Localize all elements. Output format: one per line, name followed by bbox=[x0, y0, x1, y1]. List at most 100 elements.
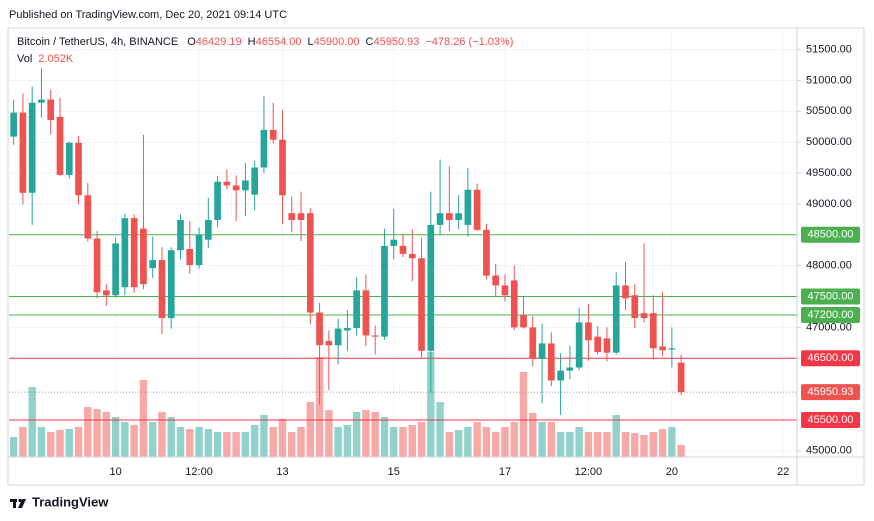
volume-bar bbox=[167, 417, 175, 457]
legend-l: L bbox=[308, 36, 314, 48]
volume-bar bbox=[84, 407, 92, 457]
candle-body bbox=[242, 180, 249, 191]
volume-bar bbox=[390, 427, 398, 457]
candle-body bbox=[279, 139, 286, 196]
volume-bar bbox=[260, 415, 268, 457]
volume-bar bbox=[195, 427, 203, 457]
volume-bar bbox=[204, 429, 213, 457]
level-tag bbox=[801, 226, 860, 243]
level-label: 46500.00 bbox=[808, 352, 854, 364]
volume-bar bbox=[510, 422, 518, 457]
legend-open: 46429.19 bbox=[196, 36, 242, 48]
volume-bar bbox=[658, 429, 667, 457]
candle-body bbox=[418, 258, 425, 351]
candle-body bbox=[121, 218, 129, 288]
candle-body bbox=[464, 189, 472, 225]
candle-body bbox=[19, 112, 27, 193]
volume-bar bbox=[436, 402, 444, 457]
volume-bar bbox=[223, 432, 231, 457]
volume-bar bbox=[464, 427, 472, 457]
candle-body bbox=[557, 370, 564, 381]
candle-body bbox=[585, 322, 592, 341]
volume-bar bbox=[408, 425, 416, 457]
level-label: 47500.00 bbox=[808, 290, 854, 302]
plot: 45000.00 47000.00 48000.00 49000.00 49500.00… bbox=[9, 28, 860, 478]
volume-bar bbox=[158, 412, 166, 457]
volume-bar bbox=[482, 427, 491, 457]
price-label: 45950.93 bbox=[808, 386, 854, 398]
volume-bar bbox=[93, 409, 101, 457]
candle-body bbox=[353, 290, 360, 328]
y-tick-label: 48000.00 bbox=[806, 260, 852, 272]
volume-bar bbox=[371, 412, 379, 457]
y-tick-label: 47000.00 bbox=[806, 321, 852, 333]
candle-body bbox=[56, 116, 64, 175]
volume-bar bbox=[640, 435, 648, 457]
volume-bar bbox=[612, 415, 620, 457]
x-tick-label: 22 bbox=[777, 466, 789, 478]
legend-vol: Vol 2.052K bbox=[17, 53, 74, 65]
volume-bar bbox=[603, 432, 611, 457]
candle-body bbox=[529, 327, 537, 359]
x-tick-label: 17 bbox=[499, 466, 511, 478]
volume-bar bbox=[74, 427, 83, 457]
brand-logo bbox=[10, 498, 26, 508]
brand-name: TradingView bbox=[32, 494, 109, 509]
volume-bar bbox=[362, 410, 370, 457]
volume-bar bbox=[269, 427, 277, 457]
candle-body bbox=[510, 280, 518, 328]
volume-bar bbox=[454, 430, 463, 457]
candle-body bbox=[84, 195, 92, 239]
logo-part bbox=[18, 498, 22, 503]
level-label: 45500.00 bbox=[808, 414, 854, 426]
volume-bar bbox=[501, 427, 509, 457]
volume-bar bbox=[102, 412, 111, 457]
legend-close: 45950.93 bbox=[373, 36, 419, 48]
candle-body bbox=[167, 250, 175, 319]
volume-bar bbox=[427, 352, 435, 457]
candle-body bbox=[566, 367, 574, 371]
y-tick-label: 45000.00 bbox=[806, 445, 852, 457]
candle-body bbox=[390, 239, 398, 246]
candle-body bbox=[492, 275, 500, 286]
volume-bar bbox=[37, 427, 46, 457]
candle-body bbox=[344, 327, 351, 331]
candle-body bbox=[103, 290, 110, 296]
candle-body bbox=[668, 348, 676, 350]
x-tick-label: 13 bbox=[276, 466, 288, 478]
candle-body bbox=[316, 312, 323, 346]
y-tick-label: 49500.00 bbox=[806, 167, 852, 179]
volume-bar bbox=[529, 413, 537, 457]
candle-body bbox=[538, 343, 546, 359]
candle-body bbox=[10, 112, 17, 137]
candle-body bbox=[232, 185, 240, 191]
candle-body bbox=[575, 322, 583, 368]
candle-body bbox=[603, 338, 611, 353]
volume-bar bbox=[315, 357, 324, 457]
candle-body bbox=[446, 213, 453, 220]
x-tick-label: 20 bbox=[666, 466, 678, 478]
published-note: Published on TradingView.com, Dec 20, 20… bbox=[9, 9, 287, 21]
candle-body bbox=[223, 181, 231, 186]
candle-body bbox=[269, 129, 277, 140]
legend-symbol: Bitcoin / TetherUS, 4h, BINANCE bbox=[17, 36, 178, 48]
candle-body bbox=[28, 102, 36, 193]
candle-body bbox=[677, 362, 685, 393]
volume-bar bbox=[176, 427, 185, 457]
candle-body bbox=[612, 285, 620, 353]
candle-body bbox=[112, 243, 119, 296]
candle-body bbox=[631, 295, 639, 319]
x-tick-label: 12:00 bbox=[185, 466, 213, 478]
volume-bar bbox=[241, 432, 250, 457]
volume-bar bbox=[297, 427, 305, 457]
legend-low: 45900.00 bbox=[314, 36, 360, 48]
candle-body bbox=[659, 346, 666, 351]
y-tick-label: 50000.00 bbox=[806, 136, 852, 148]
legend-h: H bbox=[248, 36, 256, 48]
volume-bar bbox=[56, 430, 64, 457]
logo-part bbox=[18, 499, 26, 508]
volume-bar bbox=[121, 422, 129, 457]
candle-body bbox=[649, 313, 657, 349]
candle-body bbox=[325, 340, 333, 346]
